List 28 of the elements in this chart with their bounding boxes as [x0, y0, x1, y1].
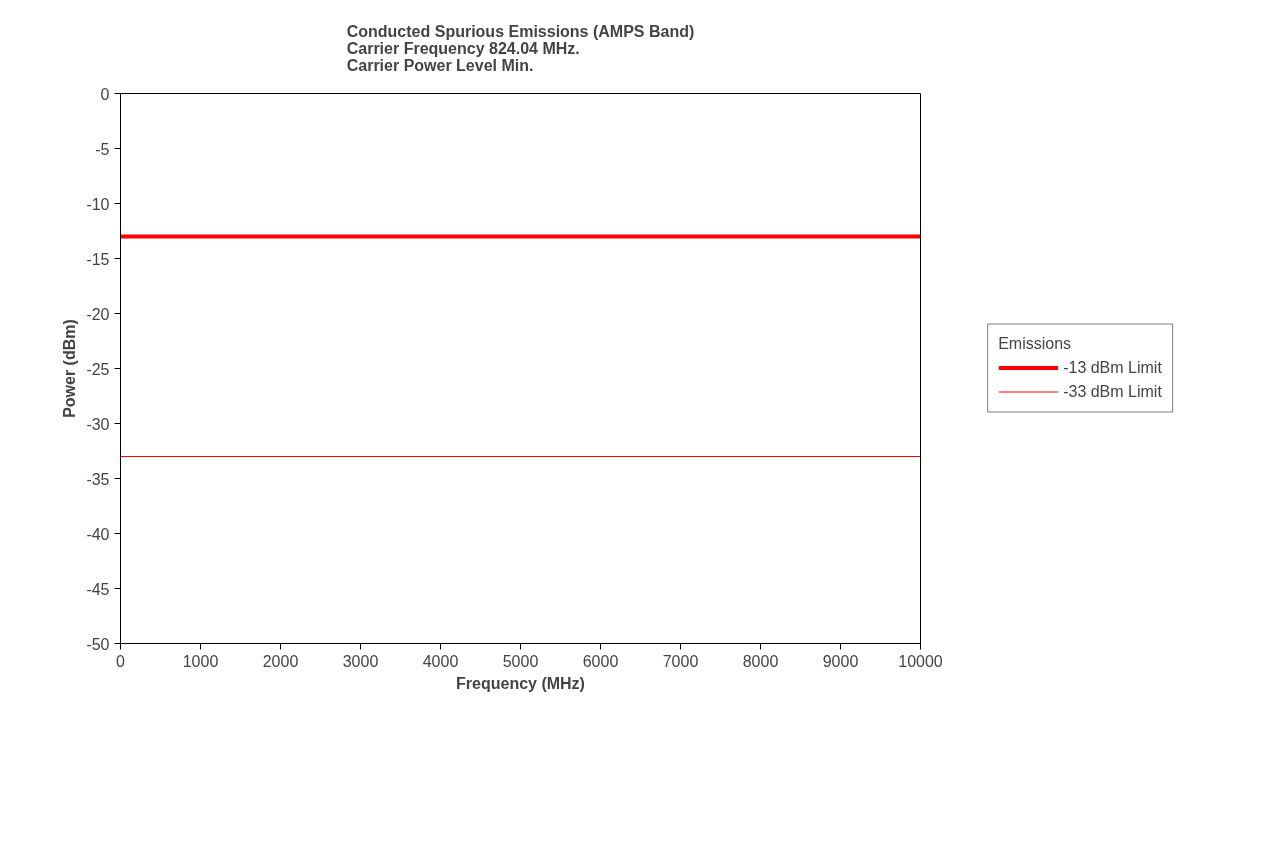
x-tick-label: 0 — [116, 652, 126, 670]
y-tick-label: -15 — [86, 250, 110, 268]
y-tick-label: -35 — [86, 470, 110, 488]
y-tick-label: -25 — [86, 360, 110, 378]
x-tick-label: 3000 — [342, 652, 379, 670]
y-tick-label: -50 — [86, 635, 110, 653]
x-tick-label: 2000 — [262, 652, 299, 670]
x-tick-label: 5000 — [502, 652, 539, 670]
x-tick-label: 10000 — [898, 652, 943, 670]
y-tick-label: 0 — [100, 85, 110, 103]
y-tick-label: -40 — [86, 525, 110, 543]
x-tick-label: 6000 — [582, 652, 619, 670]
x-tick-label: 8000 — [742, 652, 779, 670]
x-tick-label: 9000 — [822, 652, 859, 670]
legend-title: Emissions — [998, 334, 1073, 353]
y-tick-label: -10 — [86, 195, 110, 213]
y-tick-label: -5 — [95, 140, 110, 158]
x-tick-label: 4000 — [422, 652, 459, 670]
y-axis-title: Power (dBm) — [61, 319, 79, 418]
x-tick-label: 7000 — [662, 652, 699, 670]
x-tick-label: 1000 — [182, 652, 219, 670]
chart-title: Conducted Spurious Emissions (AMPS Band) Carrier Frequency 824.04 MHz. Carrier Power Level Min. — [346, 22, 695, 74]
y-tick-label: -30 — [86, 415, 110, 433]
y-tick-label: -20 — [86, 305, 110, 323]
legend-label: -13 dBm Limit — [1063, 358, 1162, 377]
legend-label: -33 dBm Limit — [1063, 382, 1162, 401]
x-axis-title: Frequency (MHz) — [456, 674, 585, 692]
y-tick-label: -45 — [86, 580, 110, 598]
